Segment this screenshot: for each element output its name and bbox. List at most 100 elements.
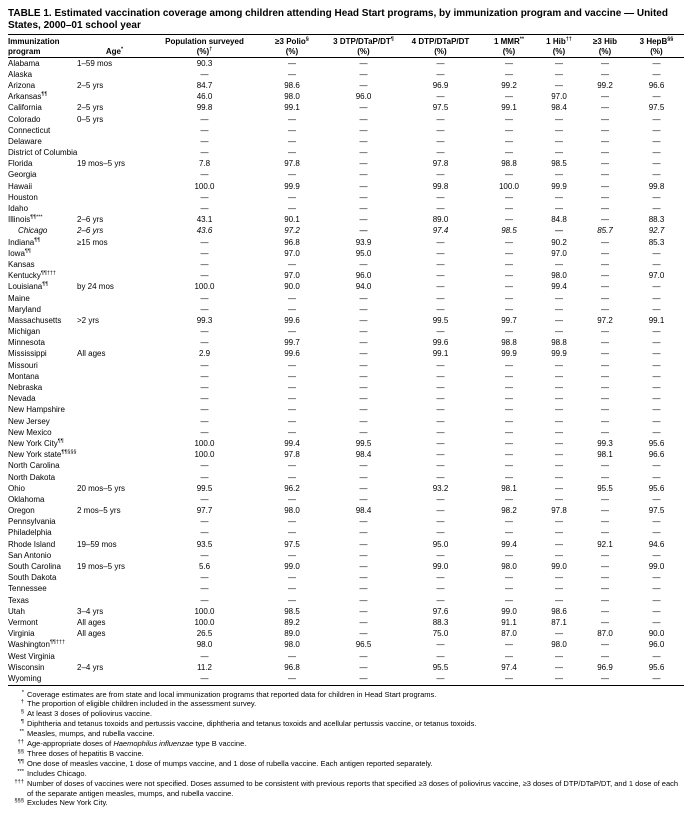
cell-hib-3: 99.2 [597, 80, 613, 90]
cell-dtp-3: — [359, 472, 368, 482]
cell-program: Virginia [8, 629, 35, 639]
header-line: 4 DTP/DTaP/DT [411, 37, 470, 46]
cell-hib-3: — [601, 215, 609, 225]
cell-program: Ohio [8, 483, 25, 493]
cell-hib-3: — [601, 204, 609, 214]
cell-mmr-1: 87.0 [501, 629, 517, 639]
footnote-text: Diphtheria and tetanus toxoids and pertu… [27, 719, 477, 729]
cell-hepb-3: — [652, 383, 661, 393]
cell-population-surveyed: 100.0 [194, 606, 215, 616]
cell-hepb-3: — [652, 651, 661, 661]
cell-hib-1: 99.9 [551, 181, 567, 191]
cell-population-surveyed: — [200, 271, 209, 281]
cell-hepb-3: — [652, 58, 661, 68]
footnote: §§§ Excludes New York City. [8, 798, 684, 808]
cell-program: California [8, 103, 42, 113]
cell-dtp-4: — [436, 371, 445, 381]
cell-age [77, 517, 152, 528]
cell-dtp-3: — [359, 338, 368, 348]
table-row: West Virginia — — — — — — — — [8, 651, 684, 662]
table-row: New Mexico — — — — — — — — [8, 427, 684, 438]
cell-population-surveyed: — [200, 528, 209, 538]
cell-program: Indiana¶¶ [8, 236, 41, 247]
cell-age [77, 327, 152, 338]
cell-dtp-4: 97.4 [432, 226, 449, 236]
cell-hib-1: — [555, 550, 563, 560]
cell-hib-3: — [601, 181, 609, 191]
cell-hib-3: — [601, 92, 609, 102]
cell-mmr-1: — [505, 259, 513, 269]
cell-population-surveyed: — [200, 461, 209, 471]
cell-hib-1: 98.0 [551, 271, 567, 281]
cell-age: 19–59 mos [77, 539, 117, 549]
cell-polio-3: 97.5 [284, 539, 300, 549]
cell-hib-1: — [555, 629, 563, 639]
cell-polio-3: 99.6 [284, 315, 300, 325]
cell-hib-1: — [555, 148, 563, 158]
cell-mmr-1: — [505, 651, 513, 661]
cell-population-surveyed: — [200, 192, 209, 202]
table-row: Montana — — — — — — — — [8, 371, 684, 382]
cell-population-surveyed: 98.0 [196, 640, 213, 650]
cell-polio-3: — [288, 416, 296, 426]
cell-polio-3: — [288, 114, 296, 124]
table-row: Arizona 2–5 yrs 84.7 98.6 — 96.9 99.2 — 99.2 96.6 [8, 80, 684, 91]
cell-dtp-3: 96.0 [355, 271, 372, 281]
cell-polio-3: 99.6 [284, 349, 300, 359]
cell-program: Alabama [8, 58, 40, 68]
table-row: Oregon 2 mos–5 yrs 97.7 98.0 98.4 — 98.2 97.8 — 9… [8, 506, 684, 517]
cell-dtp-4: 99.5 [432, 315, 449, 325]
cell-hib-3: — [601, 304, 609, 314]
cell-mmr-1: — [505, 92, 513, 102]
table-row: Pennsylvania — — — — — — — — [8, 517, 684, 528]
cell-hib-3: — [601, 360, 609, 370]
table-row: Arkansas¶¶ 46.0 98.0 96.0 — — 97.0 — — [8, 92, 684, 103]
cell-hib-3: 97.2 [597, 315, 613, 325]
cell-population-surveyed: — [200, 327, 209, 337]
cell-hepb-3: 96.0 [648, 640, 665, 650]
table-row: Nebraska — — — — — — — — [8, 382, 684, 393]
cell-dtp-3: — [359, 461, 368, 471]
header-line: ≥3 Polio§ [275, 36, 309, 46]
cell-hib-1: 97.8 [551, 506, 567, 516]
cell-dtp-3: — [359, 662, 368, 672]
cell-dtp-3: — [359, 606, 368, 616]
cell-age [77, 494, 152, 505]
cell-population-surveyed: — [200, 371, 209, 381]
cell-polio-3: 97.8 [284, 450, 300, 460]
cell-age [77, 584, 152, 595]
cell-age: 3–4 yrs [77, 606, 104, 616]
cell-mmr-1: — [505, 215, 513, 225]
table-row: Indiana¶¶ ≥15 mos — 96.8 93.9 — — 90.2 — 85.3 [8, 237, 684, 248]
cell-hib-1: — [555, 383, 563, 393]
cell-program: San Antonio [8, 550, 52, 560]
cell-hib-1: 87.1 [551, 617, 567, 627]
cell-hib-3: — [601, 327, 609, 337]
footnote: ¶¶ One dose of measles vaccine, 1 dose of… [8, 759, 684, 769]
cell-mmr-1: — [505, 204, 513, 214]
cell-age: 20 mos–5 yrs [77, 483, 126, 493]
cell-program: South Dakota [8, 573, 57, 583]
col-header-age: Age* [77, 34, 152, 58]
cell-dtp-3: — [359, 416, 368, 426]
cell-dtp-4: 95.5 [432, 662, 449, 672]
cell-program: Kansas [8, 259, 35, 269]
footnote-symbol: * [21, 689, 24, 696]
cell-age [77, 405, 152, 416]
cell-hib-1: — [555, 416, 563, 426]
cell-population-surveyed: — [200, 383, 209, 393]
cell-polio-3: 99.4 [284, 438, 300, 448]
cell-polio-3: — [288, 69, 296, 79]
cell-dtp-4: — [436, 595, 445, 605]
table-row: Colorado 0–5 yrs — — — — — — — — [8, 114, 684, 125]
table-row: New Jersey — — — — — — — — [8, 416, 684, 427]
cell-hib-3: — [601, 103, 609, 113]
cell-polio-3: 98.0 [284, 506, 300, 516]
cell-hib-1: 98.0 [551, 640, 567, 650]
cell-dtp-4: — [436, 394, 445, 404]
cell-dtp-4: — [436, 293, 445, 303]
cell-dtp-3: — [359, 405, 368, 415]
cell-age [77, 136, 152, 147]
footnote-symbol: ** [19, 729, 24, 736]
cell-dtp-4: — [436, 550, 445, 560]
